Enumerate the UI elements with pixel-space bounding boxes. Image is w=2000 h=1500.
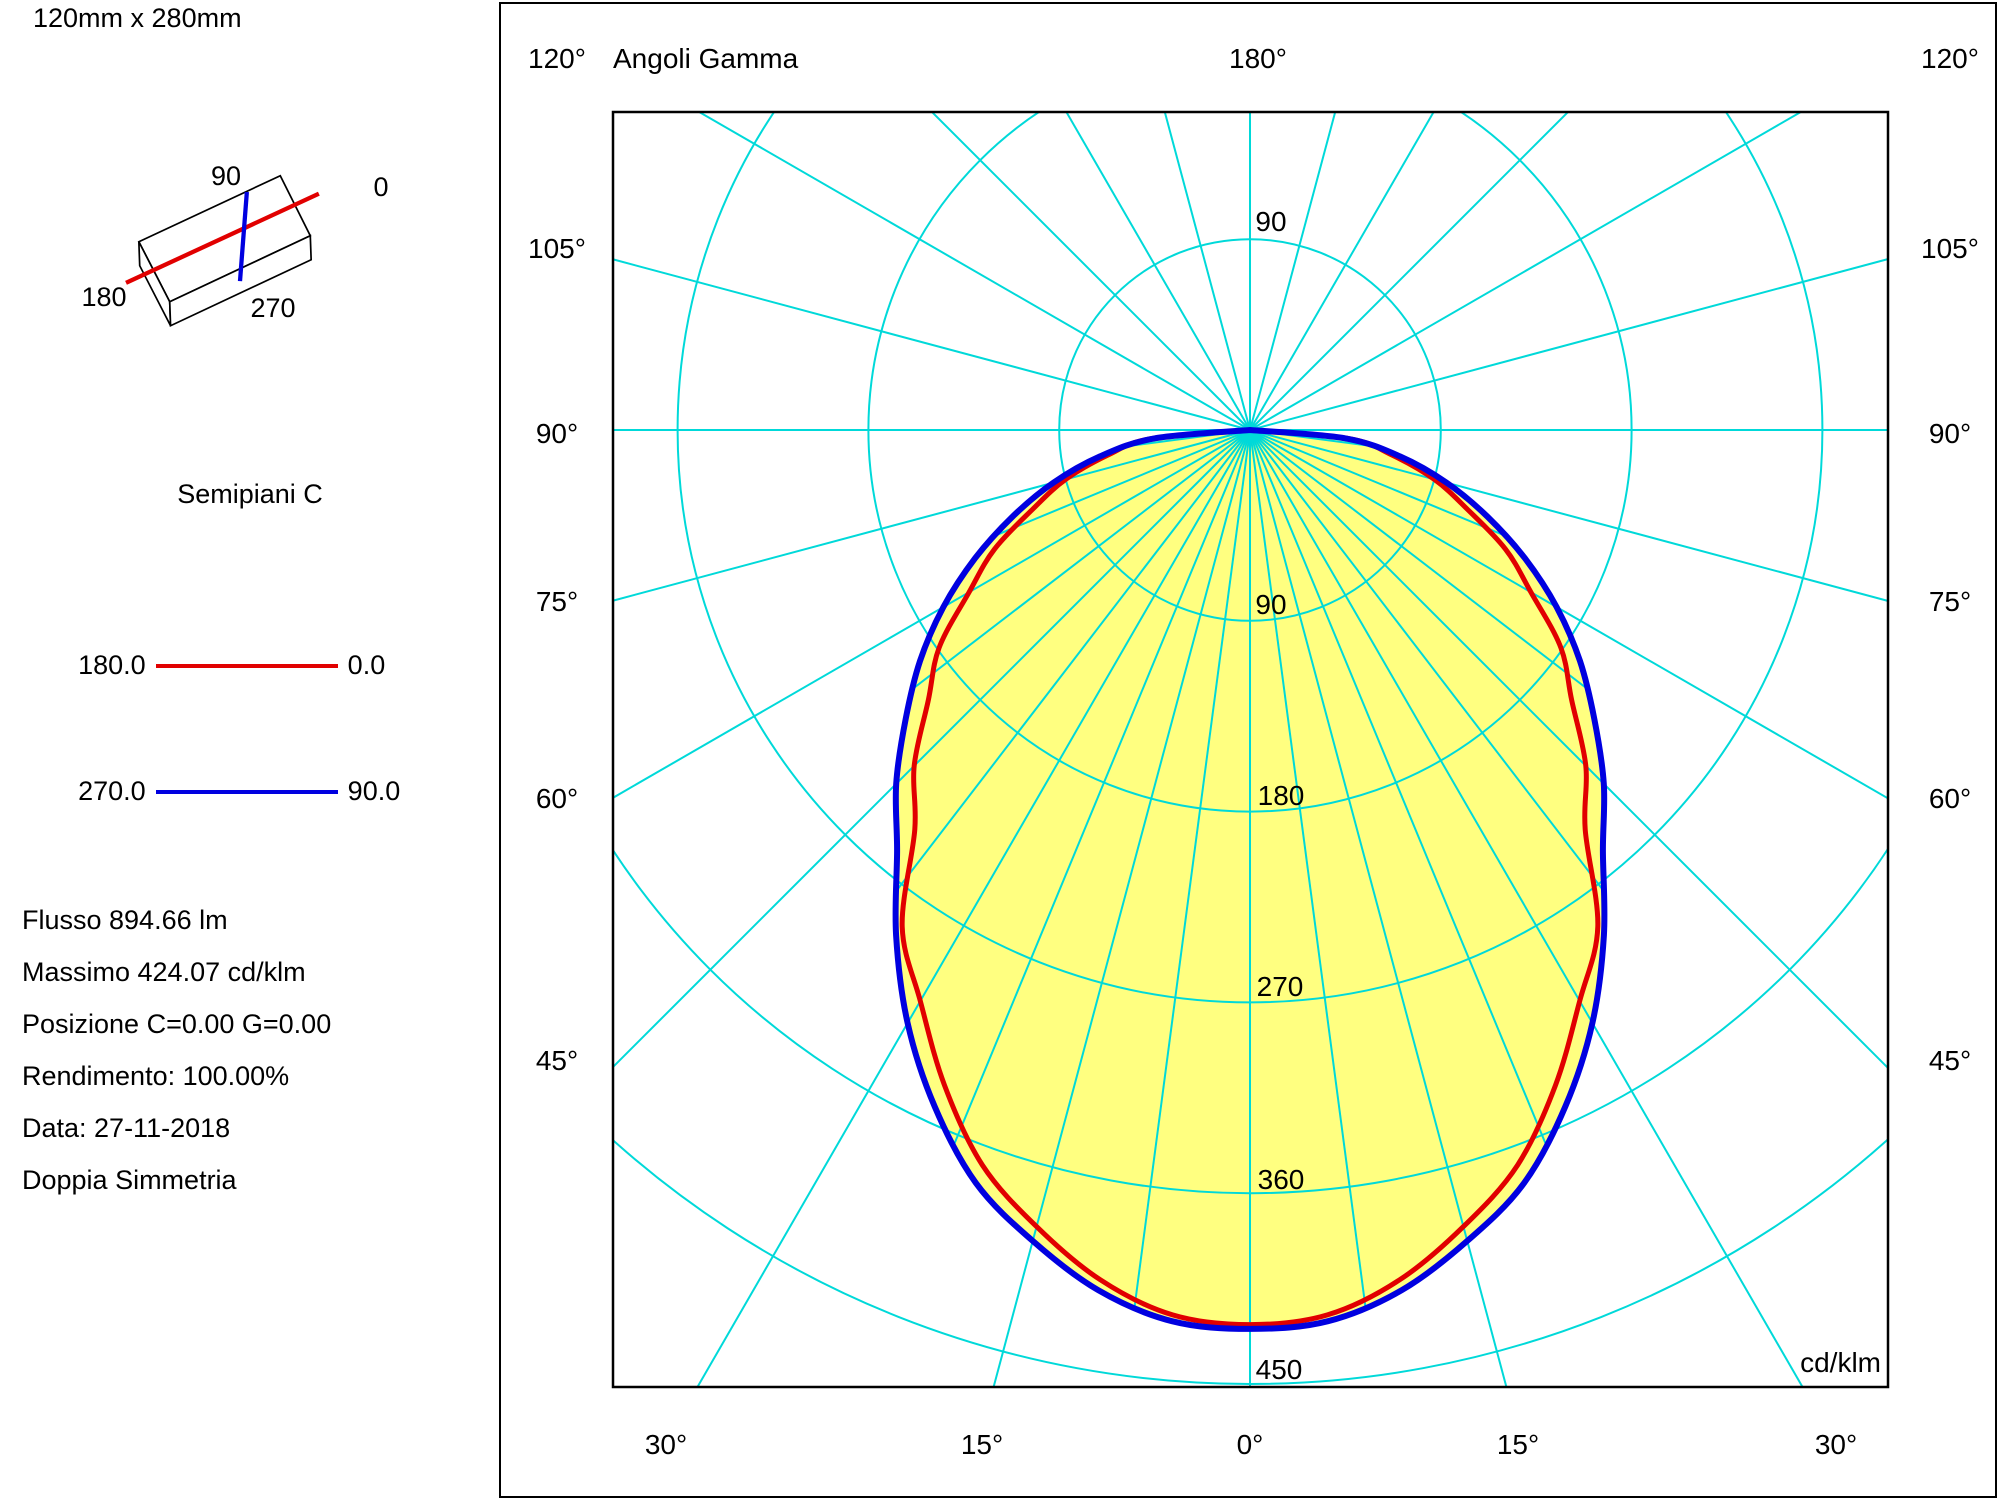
minor-grid-ray <box>895 430 1251 891</box>
legend-line-blue <box>155 789 338 794</box>
grid-ray-165 <box>1249 112 1337 431</box>
legend-label-180: 180.0 <box>78 650 146 680</box>
grid-ray-240 <box>697 112 1251 431</box>
grid-ray-195 <box>1163 112 1251 431</box>
flux-value: Flusso 894.66 lm <box>22 905 228 935</box>
photometric-summary: Flusso 894.66 lm Massimo 424.07 cd/klm P… <box>22 905 331 1217</box>
grid-ray-315 <box>613 429 1251 1069</box>
ring-value-label: 360 <box>1258 1164 1305 1195</box>
gamma-angle-label-right: 105° <box>1921 233 1979 264</box>
grid-ray-255 <box>613 258 1251 431</box>
minor-grid-ray <box>1249 430 1605 1162</box>
curve-c0-c180 <box>899 427 1601 1328</box>
gamma-angle-label-left: 60° <box>536 783 578 814</box>
grid-ray-225 <box>930 112 1251 431</box>
ring-value-label: 270 <box>1257 971 1304 1002</box>
gamma-angle-label-top: 120° <box>528 43 586 74</box>
minor-grid-ray <box>1249 430 1605 891</box>
grid-ray-105 <box>1249 258 1888 431</box>
plot-border <box>611 110 1890 1389</box>
luminaire-dimensions: 120mm x 280mm <box>33 3 242 33</box>
ring-value-label: 90 <box>1255 206 1286 237</box>
diagram-label-90: 90 <box>210 161 242 191</box>
minor-grid-ray <box>1249 430 1408 1329</box>
grid-ray-150 <box>1249 112 1435 431</box>
gamma-angle-label-bottom: 30° <box>1815 1429 1857 1460</box>
grid-ray-330 <box>696 429 1251 1387</box>
diagram-label-0: 0 <box>373 172 389 202</box>
max-value: Massimo 424.07 cd/klm <box>22 957 306 987</box>
gamma-angle-label-left: 90° <box>536 418 578 449</box>
grid-ray-120 <box>1249 112 1803 431</box>
gamma-angle-label-right: 75° <box>1929 586 1971 617</box>
minor-grid-ray <box>895 430 1251 1329</box>
gamma-angle-label-left: 45° <box>536 1045 578 1076</box>
gamma-angle-label-right: 45° <box>1929 1045 1971 1076</box>
legend-row-c90-c270: 270.0 90.0 <box>78 776 410 807</box>
grid-ray-60 <box>1249 429 1888 800</box>
grid-ray-15 <box>1249 429 1508 1387</box>
legend-line-red <box>155 663 338 668</box>
grid-ray-210 <box>1065 112 1251 431</box>
ring-value-label: 90 <box>1255 589 1286 620</box>
ring-value-label: 180 <box>1258 780 1305 811</box>
grid-ray-30 <box>1249 429 1804 1387</box>
efficiency-value: Rendimento: 100.00% <box>22 1061 290 1091</box>
gamma-angle-label-left: 75° <box>536 586 578 617</box>
gamma-angle-label-top: 120° <box>1921 43 1979 74</box>
curve-c90-c270 <box>892 427 1608 1332</box>
legend-label-0: 0.0 <box>347 650 386 680</box>
grid-ray-345 <box>992 429 1251 1387</box>
gamma-angle-label-bottom: 15° <box>1497 1429 1539 1460</box>
position-value: Posizione C=0.00 G=0.00 <box>22 1009 332 1039</box>
minor-grid-ray <box>1092 430 1251 1329</box>
semiplanes-title: Semipiani C <box>177 479 323 509</box>
grid-ray-300 <box>613 429 1251 799</box>
diagram-label-180: 180 <box>81 282 127 312</box>
gamma-angle-label-top: 180° <box>1229 43 1287 74</box>
gamma-angle-label-right: 90° <box>1929 418 1971 449</box>
diagram-label-270: 270 <box>250 293 296 323</box>
minor-grid-ray <box>895 430 1251 1329</box>
minor-grid-ray <box>1249 430 1605 1329</box>
grid-ray-45 <box>1249 429 1888 1070</box>
ring-value-label: 450 <box>1256 1354 1303 1385</box>
luminaire-orientation-diagram <box>125 174 320 328</box>
legend-label-270: 270.0 <box>78 776 146 806</box>
unit-label: cd/klm <box>1800 1347 1881 1378</box>
gamma-angle-label-bottom: 30° <box>645 1429 687 1460</box>
gamma-angle-label-bottom: 15° <box>961 1429 1003 1460</box>
gamma-angle-label-right: 60° <box>1929 783 1971 814</box>
date-value: Data: 27-11-2018 <box>22 1113 231 1143</box>
c0-c180-axis-line <box>125 191 320 285</box>
minor-grid-ray <box>895 430 1251 1162</box>
legend-label-90: 90.0 <box>347 776 401 806</box>
gamma-angle-label-bottom: 0° <box>1237 1429 1264 1460</box>
grid-ray-75 <box>1249 429 1888 602</box>
minor-grid-ray <box>1249 430 1605 1329</box>
gamma-angle-label-left: 105° <box>528 233 586 264</box>
grid-ray-285 <box>613 429 1251 602</box>
c90-c270-axis-line <box>237 191 249 282</box>
symmetry-value: Doppia Simmetria <box>22 1165 237 1195</box>
panel-border <box>499 2 1997 1498</box>
legend-row-c0-c180: 180.0 0.0 <box>78 650 410 681</box>
grid-ray-135 <box>1249 112 1570 431</box>
chart-title: Angoli Gamma <box>613 43 799 74</box>
